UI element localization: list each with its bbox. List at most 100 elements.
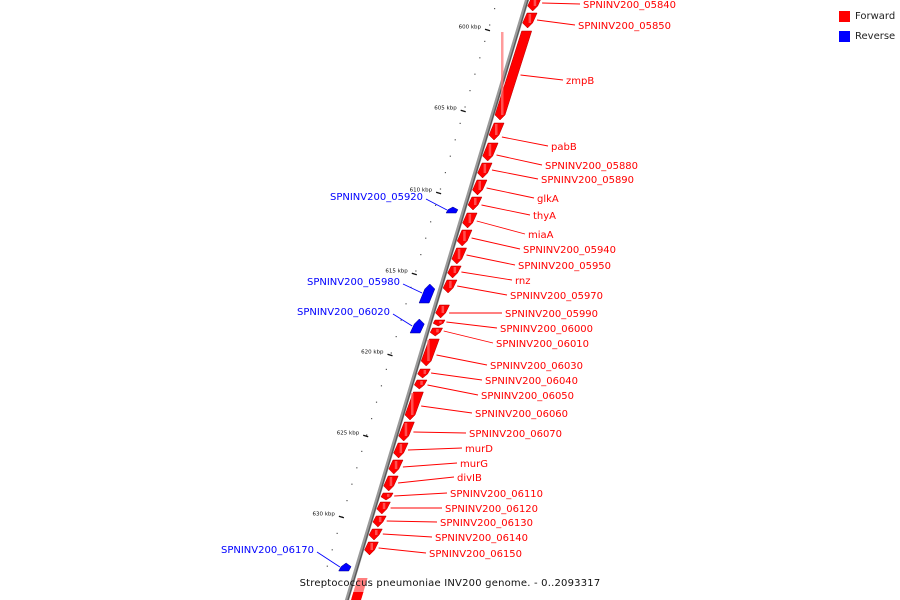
- feature-highlight: [495, 124, 498, 135]
- forward-label-leader: [520, 74, 564, 81]
- feature-highlight: [501, 32, 504, 115]
- forward-feature-label: SPNINV200_06060: [475, 409, 568, 420]
- forward-feature-label: SPNINV200_05950: [518, 261, 611, 272]
- feature-highlight: [427, 340, 430, 361]
- feature-highlight: [370, 543, 373, 550]
- forward-feature: [494, 30, 533, 121]
- legend-item-forward: Forward: [839, 9, 895, 23]
- forward-label-leader: [491, 169, 539, 180]
- forward-label-leader: [436, 354, 488, 366]
- feature-highlight: [382, 503, 386, 509]
- feature-highlight: [533, 0, 537, 6]
- forward-label-leader: [413, 431, 467, 434]
- forward-feature-label: SPNINV200_05970: [510, 291, 603, 302]
- scale-dot: [425, 237, 427, 239]
- feature-highlight: [404, 423, 408, 436]
- scale-dot: [420, 254, 422, 256]
- forward-label-leader: [446, 321, 498, 329]
- forward-feature-label: SPNINV200_05850: [578, 21, 671, 32]
- reverse-feature: [445, 206, 459, 214]
- forward-label-leader: [461, 271, 513, 281]
- forward-label-leader: [496, 154, 543, 166]
- scale-dot: [371, 418, 373, 420]
- forward-feature-label: thyA: [533, 211, 556, 222]
- forward-feature: [432, 319, 446, 327]
- feature-highlight: [441, 306, 445, 313]
- genome-backbone: [344, 0, 530, 600]
- scale-dot: [361, 450, 363, 452]
- forward-feature: [404, 391, 424, 421]
- scale-dot: [464, 106, 466, 108]
- reverse-label-leader: [402, 283, 423, 294]
- reverse-swatch: [839, 30, 850, 42]
- forward-feature-label: SPNINV200_06110: [450, 489, 543, 500]
- forward-label-leader: [542, 2, 581, 5]
- forward-label-leader: [431, 372, 483, 381]
- feature-highlight: [453, 267, 457, 273]
- scale-tick-label: 620 kbp: [361, 350, 384, 356]
- forward-label-leader: [427, 384, 479, 396]
- forward-label-leader: [382, 533, 433, 538]
- feature-highlight: [378, 517, 382, 523]
- scale-tick-label: 630 kbp: [312, 512, 335, 518]
- forward-feature-label: SPNINV200_06130: [440, 518, 533, 529]
- scale-tick-label: 615 kbp: [385, 269, 408, 275]
- feature-highlight: [488, 144, 492, 156]
- feature-highlight: [449, 281, 452, 288]
- scale-dot: [366, 434, 368, 436]
- reverse-feature: [418, 283, 436, 304]
- feature-highlight: [439, 321, 442, 324]
- forward-label-leader: [457, 285, 508, 296]
- forward-feature-label: SPNINV200_05990: [505, 309, 598, 320]
- scale-dot: [449, 155, 451, 157]
- forward-feature-label: SPNINV200_05890: [541, 175, 634, 186]
- scale-tick-label: 605 kbp: [434, 106, 457, 112]
- map-caption: Streptococcus pneumoniae INV200 genome. …: [299, 578, 601, 589]
- scale-dot: [331, 549, 333, 551]
- forward-label-leader: [476, 220, 526, 235]
- forward-label-leader: [501, 136, 549, 147]
- scale-dot: [454, 139, 456, 141]
- forward-feature-label: zmpB: [566, 76, 594, 87]
- scale-dot: [385, 368, 387, 370]
- forward-feature-label: SPNINV200_06140: [435, 533, 528, 544]
- scale-tick-label: 610 kbp: [410, 188, 433, 194]
- feature-highlight: [436, 329, 439, 333]
- feature-highlight: [463, 231, 466, 241]
- scale-tick: [411, 272, 417, 276]
- feature-highlight: [478, 181, 481, 190]
- forward-feature-label: SPNINV200_06000: [500, 324, 593, 335]
- scale-tick: [460, 109, 466, 113]
- scale-dot: [479, 57, 481, 59]
- scale-tick: [338, 515, 345, 519]
- forward-feature: [420, 338, 440, 367]
- forward-label-leader: [443, 330, 494, 344]
- feature-highlight: [387, 494, 390, 497]
- forward-label-leader: [386, 520, 438, 523]
- scale-tick: [484, 28, 491, 32]
- forward-feature-label: SPNINV200_06040: [485, 376, 578, 387]
- forward-label-leader: [421, 405, 473, 414]
- forward-feature-label: divIB: [457, 473, 482, 484]
- forward-feature-label: SPNINV200_05840: [583, 0, 676, 11]
- feature-highlight: [375, 530, 378, 536]
- scale-dot: [351, 483, 353, 485]
- feature-highlight: [423, 370, 427, 374]
- scale-tick: [363, 434, 369, 438]
- forward-feature: [351, 592, 364, 600]
- forward-feature-label: SPNINV200_06120: [445, 504, 538, 515]
- forward-feature-label: murD: [465, 444, 493, 455]
- scale-dot: [375, 401, 378, 403]
- scale-dot: [400, 319, 402, 321]
- scale-dot: [380, 385, 383, 387]
- scale-tick-label: 600 kbp: [459, 25, 482, 31]
- scale-dot: [346, 500, 348, 502]
- forward-label-leader: [398, 476, 455, 484]
- reverse-feature-label: SPNINV200_05980: [307, 277, 400, 288]
- forward-feature-label: miaA: [528, 230, 554, 241]
- feature-highlight: [474, 198, 477, 205]
- scale-dot: [430, 221, 432, 223]
- forward-feature-label: SPNINV200_06050: [481, 391, 574, 402]
- scale-dot: [434, 204, 437, 206]
